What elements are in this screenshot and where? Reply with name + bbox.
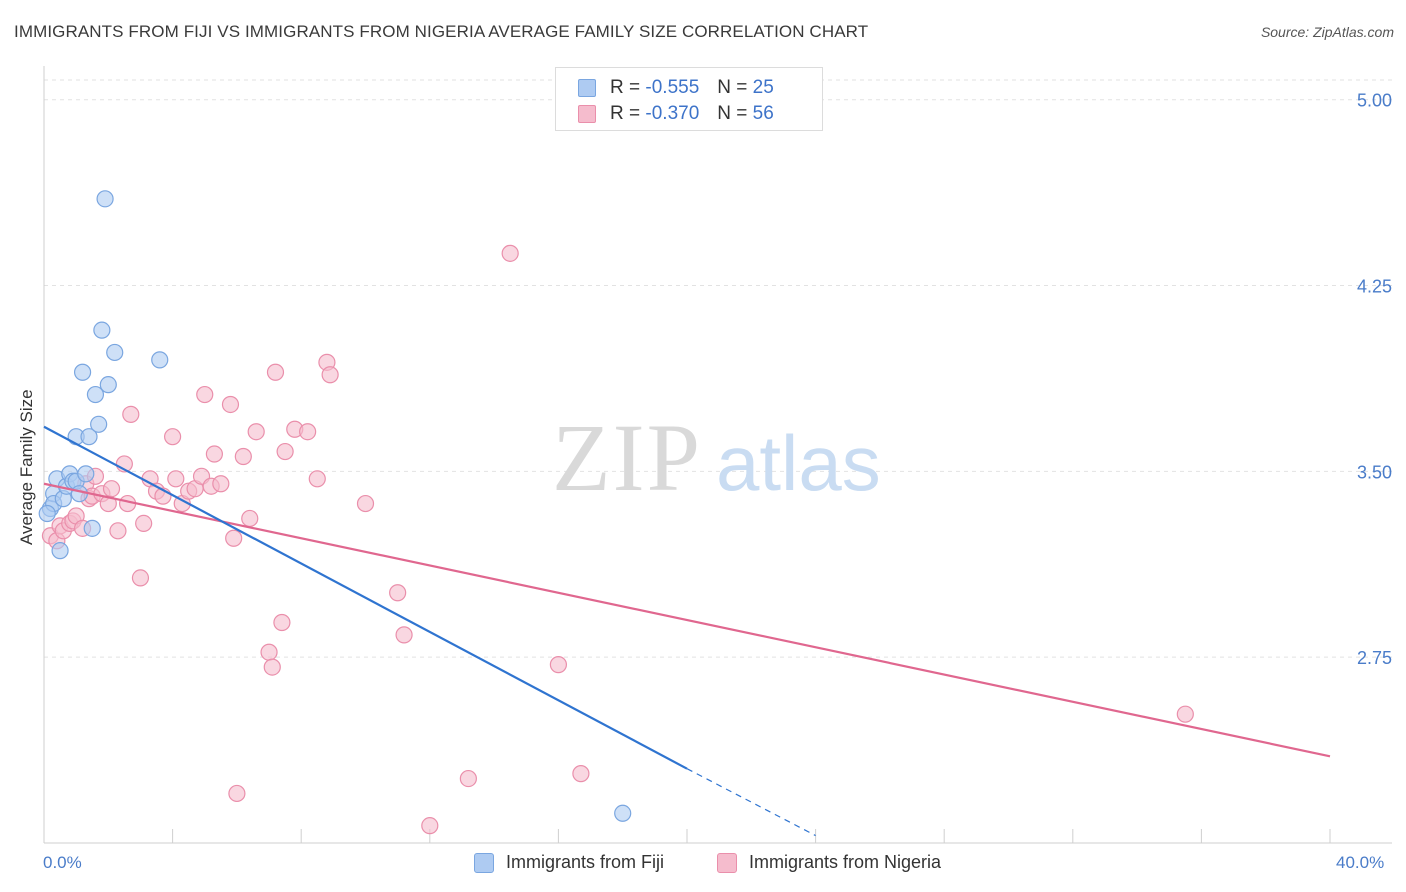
- fiji-point: [106, 343, 124, 362]
- nigeria-point: [389, 584, 407, 602]
- series-legend: Immigrants from Fiji Immigrants from Nig…: [0, 852, 1406, 876]
- fiji-point: [614, 804, 632, 822]
- nigeria-legend-label: Immigrants from Nigeria: [749, 852, 942, 872]
- nigeria-point: [241, 509, 259, 528]
- nigeria-point: [221, 395, 240, 414]
- fiji-point: [83, 519, 101, 537]
- nigeria-point: [102, 480, 121, 498]
- fiji-point: [90, 415, 108, 433]
- x-axis-max-label: 40.0%: [1336, 853, 1385, 872]
- nigeria-r-value: -0.370: [645, 103, 700, 124]
- fiji-n-label: N =: [717, 77, 748, 98]
- nigeria-n-value: 56: [752, 103, 774, 124]
- nigeria-swatch-icon: [578, 105, 596, 123]
- y-tick-label: 2.75: [1357, 648, 1392, 668]
- nigeria-point: [131, 569, 150, 587]
- fiji-point: [86, 385, 105, 404]
- fiji-point: [70, 485, 88, 503]
- nigeria-r-label: R =: [610, 103, 641, 124]
- nigeria-point: [276, 442, 294, 461]
- nigeria-point: [273, 613, 291, 632]
- y-tick-label: 4.25: [1357, 277, 1392, 297]
- fiji-trend-line: [43, 425, 688, 770]
- nigeria-n-label: N =: [717, 103, 748, 124]
- nigeria-point: [549, 656, 568, 674]
- stats-legend: R = -0.555 N = 25 R = -0.370 N = 56: [555, 67, 823, 131]
- source-credit: Source: ZipAtlas.com: [1260, 24, 1394, 40]
- nigeria-point: [395, 626, 413, 644]
- nigeria-point: [135, 514, 153, 532]
- fiji-point: [77, 465, 95, 483]
- fiji-point: [93, 321, 111, 339]
- nigeria-point: [501, 244, 519, 262]
- fiji-r-label: R =: [610, 77, 641, 98]
- fiji-point: [38, 504, 56, 523]
- nigeria-point: [459, 769, 477, 788]
- fiji-legend-label: Immigrants from Fiji: [506, 852, 665, 872]
- legend-row-fiji: R = -0.555 N = 25: [578, 76, 774, 100]
- legend-row-nigeria: R = -0.370 N = 56: [578, 102, 774, 126]
- nigeria-point: [421, 817, 439, 835]
- nigeria-point: [247, 423, 265, 441]
- nigeria-trend-line: [43, 482, 1331, 758]
- fiji-r-value: -0.555: [645, 77, 700, 98]
- nigeria-point: [167, 470, 185, 488]
- fiji-point: [80, 428, 98, 446]
- fiji-point: [73, 363, 92, 381]
- nigeria-point: [122, 405, 140, 423]
- legend-item-nigeria[interactable]: Immigrants from Nigeria: [717, 852, 941, 873]
- nigeria-point: [196, 385, 214, 404]
- nigeria-point: [572, 765, 590, 783]
- fiji-n-value: 25: [752, 77, 774, 98]
- nigeria-point: [263, 658, 281, 676]
- fiji-point: [51, 542, 69, 560]
- nigeria-point: [228, 784, 246, 803]
- chart-title: IMMIGRANTS FROM FIJI VS IMMIGRANTS FROM …: [14, 22, 869, 41]
- fiji-swatch-icon: [578, 79, 596, 97]
- y-tick-label: 5.00: [1357, 91, 1392, 111]
- fiji-trend-extension: [686, 768, 816, 837]
- nigeria-point: [234, 447, 252, 466]
- fiji-legend-swatch-icon: [474, 852, 494, 873]
- legend-item-fiji[interactable]: Immigrants from Fiji: [474, 852, 664, 873]
- nigeria-point: [321, 366, 339, 384]
- nigeria-point: [356, 494, 375, 513]
- nigeria-point: [212, 475, 230, 493]
- nigeria-legend-swatch-icon: [717, 852, 737, 873]
- y-tick-label: 3.50: [1357, 462, 1392, 482]
- nigeria-point: [260, 643, 278, 661]
- nigeria-point: [225, 529, 243, 547]
- fiji-point: [151, 351, 169, 369]
- nigeria-point: [299, 423, 317, 441]
- watermark-atlas: atlas: [716, 419, 881, 507]
- nigeria-point: [109, 522, 127, 540]
- fiji-point: [99, 376, 117, 394]
- nigeria-point: [1176, 705, 1194, 723]
- nigeria-point: [308, 470, 326, 488]
- y-axis-title: Average Family Size: [17, 389, 36, 545]
- x-axis-min-label: 0.0%: [43, 853, 82, 872]
- watermark-zip: ZIP: [552, 404, 702, 511]
- fiji-point: [96, 190, 114, 208]
- nigeria-point: [205, 445, 223, 463]
- nigeria-point: [164, 428, 182, 446]
- nigeria-point: [266, 363, 285, 381]
